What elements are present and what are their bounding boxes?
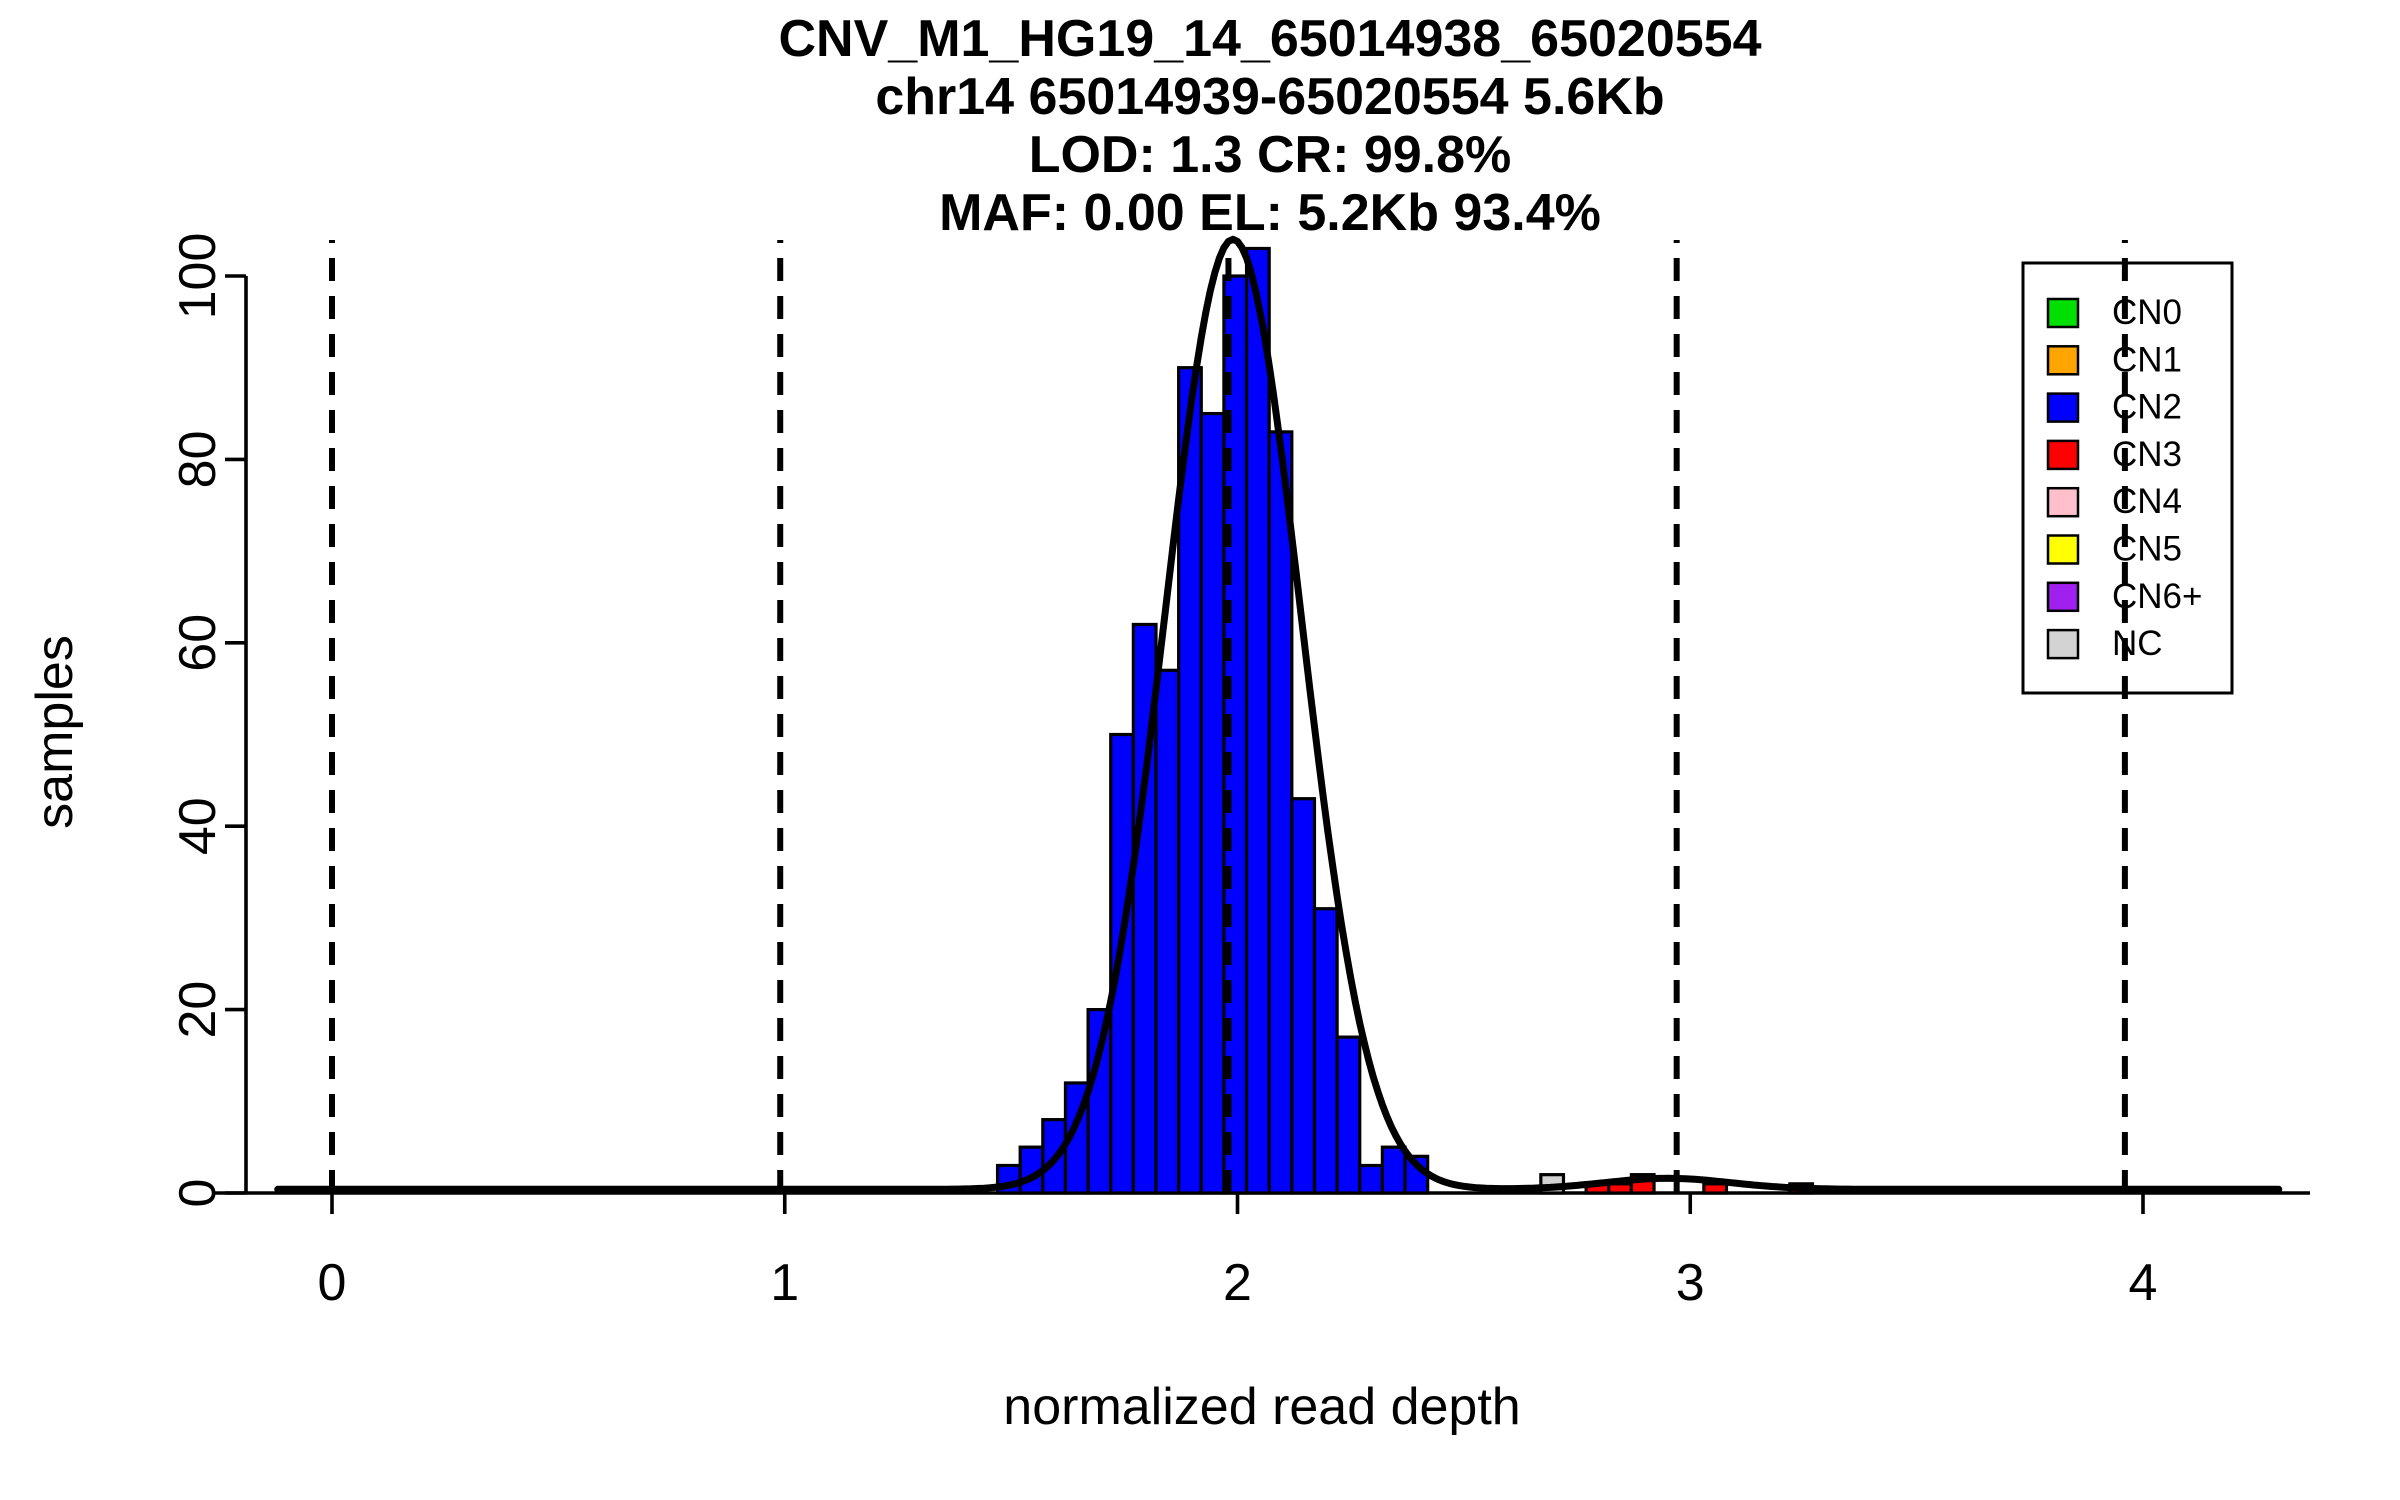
plot-title-line4: MAF: 0.00 EL: 5.2Kb 93.4% (939, 184, 1601, 242)
plot-title-line1: CNV_M1_HG19_14_65014938_65020554 (778, 10, 1762, 68)
histogram-bar-cn2 (1199, 411, 1226, 1195)
density-fit-curve (274, 235, 2283, 1193)
x-axis-tick-label: 4 (2129, 1254, 2158, 1312)
legend-swatch-cn2 (2046, 392, 2080, 423)
x-axis-tick-label: 0 (318, 1254, 347, 1312)
x-axis-label: normalized read depth (1003, 1378, 1520, 1436)
y-axis-tick-label: 20 (169, 981, 227, 1039)
plot-title-line2: chr14 65014939-65020554 5.6Kb (875, 68, 1665, 126)
histogram-bar-cn2 (1244, 246, 1271, 1195)
histogram-bar-cn2 (1267, 430, 1294, 1195)
legend-swatch-cn0 (2046, 297, 2080, 329)
legend-swatch-cn5 (2046, 534, 2080, 565)
histogram-bar-cn2 (1312, 907, 1339, 1195)
histogram-bar-cn2 (1290, 797, 1317, 1195)
histogram-bar-cn2 (1154, 668, 1181, 1195)
y-axis-tick-label: 60 (169, 614, 227, 672)
legend-swatch-cn1 (2046, 345, 2080, 376)
x-axis-tick-label: 1 (770, 1254, 799, 1312)
plot-title-block: CNV_M1_HG19_14_65014938_65020554 chr14 6… (170, 10, 2370, 242)
y-axis-tick-label: 100 (169, 233, 227, 320)
y-axis-tick-label: 40 (169, 797, 227, 855)
plot-title-line3: LOD: 1.3 CR: 99.8% (1028, 126, 1512, 184)
histogram-bar-cn2 (1358, 1163, 1384, 1195)
histogram-bar-cn2 (1109, 732, 1135, 1195)
y-axis-tick-label: 0 (169, 1179, 227, 1208)
y-axis-label: samples (26, 635, 84, 829)
x-axis-tick-label: 3 (1676, 1254, 1705, 1312)
legend-swatch-cn3 (2046, 439, 2080, 471)
histogram-bar-cn2 (1380, 1145, 1407, 1195)
legend-swatch-cn6plus (2046, 581, 2080, 613)
x-axis-tick-label: 2 (1223, 1254, 1252, 1312)
y-axis-tick-label: 80 (169, 430, 227, 488)
histogram-bar-cn2 (1335, 1035, 1362, 1195)
legend-swatch-cn4 (2046, 486, 2080, 518)
legend-swatch-nc (2046, 628, 2080, 660)
legend-label-nc: NC (2112, 624, 2163, 663)
